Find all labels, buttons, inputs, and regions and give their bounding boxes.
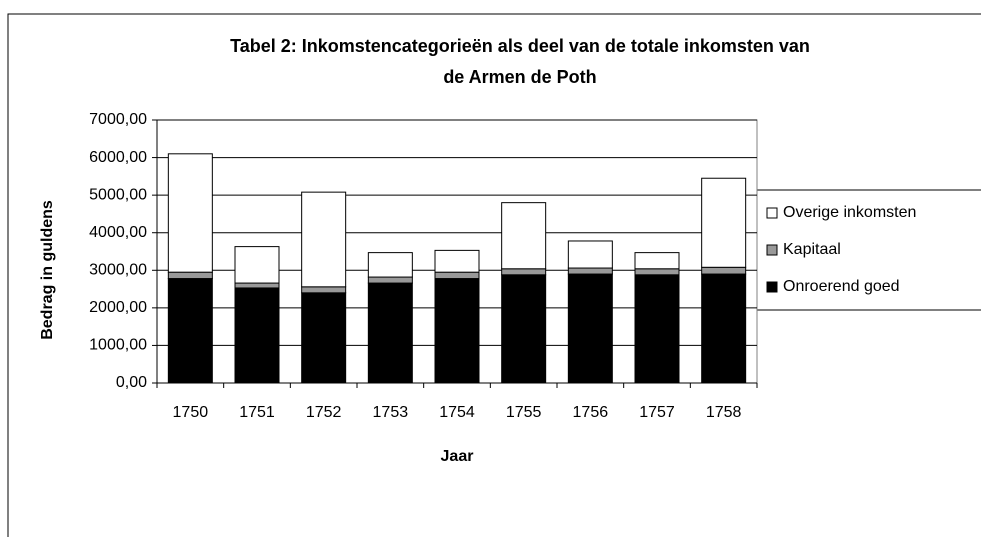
chart-title: de Armen de Poth — [443, 67, 596, 87]
x-tick-label: 1751 — [239, 404, 275, 421]
bar-segment — [567, 273, 613, 384]
bar-segment — [367, 276, 413, 284]
y-tick-label: 0,00 — [116, 374, 147, 391]
legend-box — [756, 189, 981, 311]
legend-label: Kapitaal — [783, 241, 841, 258]
legend-swatch — [766, 281, 778, 293]
y-axis-label: Bedrag in guldens — [39, 200, 56, 340]
bar-segment — [567, 267, 613, 275]
chart-title: Tabel 2: Inkomstencategorieën als deel v… — [230, 36, 810, 56]
legend-label: Overige inkomsten — [783, 204, 916, 221]
bar-segment — [167, 278, 213, 384]
y-tick-label: 7000,00 — [89, 111, 147, 128]
legend-label: Onroerend goed — [783, 278, 900, 295]
bar-segment — [501, 274, 547, 384]
bar-segment — [434, 271, 480, 280]
legend-swatch — [766, 244, 778, 256]
x-tick-label: 1758 — [706, 404, 742, 421]
bar-segment — [367, 282, 413, 384]
x-tick-label: 1753 — [373, 404, 409, 421]
x-axis-label: Jaar — [441, 448, 474, 465]
bar-segment — [634, 274, 680, 384]
y-tick-label: 4000,00 — [89, 224, 147, 241]
bar-segment — [301, 191, 347, 288]
x-tick-label: 1752 — [306, 404, 342, 421]
chart-frame — [7, 13, 981, 537]
bar-segment — [701, 266, 747, 275]
y-tick-label: 5000,00 — [89, 186, 147, 203]
bar-segment — [234, 282, 280, 289]
y-tick-label: 2000,00 — [89, 299, 147, 316]
bar-segment — [234, 287, 280, 384]
bar-segment — [167, 153, 213, 273]
bar-segment — [634, 268, 680, 276]
bar-segment — [501, 202, 547, 270]
bar-segment — [301, 292, 347, 384]
bar-segment — [701, 177, 747, 268]
y-tick-label: 3000,00 — [89, 262, 147, 279]
bar-segment — [434, 278, 480, 384]
bar-segment — [434, 249, 480, 273]
y-tick-label: 1000,00 — [89, 337, 147, 354]
bar-segment — [367, 252, 413, 278]
bar-segment — [567, 240, 613, 269]
legend-swatch — [766, 207, 778, 219]
bar-segment — [501, 268, 547, 276]
x-tick-label: 1756 — [573, 404, 609, 421]
bar-segment — [701, 273, 747, 384]
x-tick-label: 1754 — [439, 404, 475, 421]
x-tick-label: 1757 — [639, 404, 675, 421]
bar-segment — [301, 286, 347, 294]
x-tick-label: 1755 — [506, 404, 542, 421]
y-tick-label: 6000,00 — [89, 149, 147, 166]
bar-segment — [234, 246, 280, 284]
bar-segment — [634, 252, 680, 270]
bar-segment — [167, 271, 213, 280]
x-tick-label: 1750 — [173, 404, 209, 421]
